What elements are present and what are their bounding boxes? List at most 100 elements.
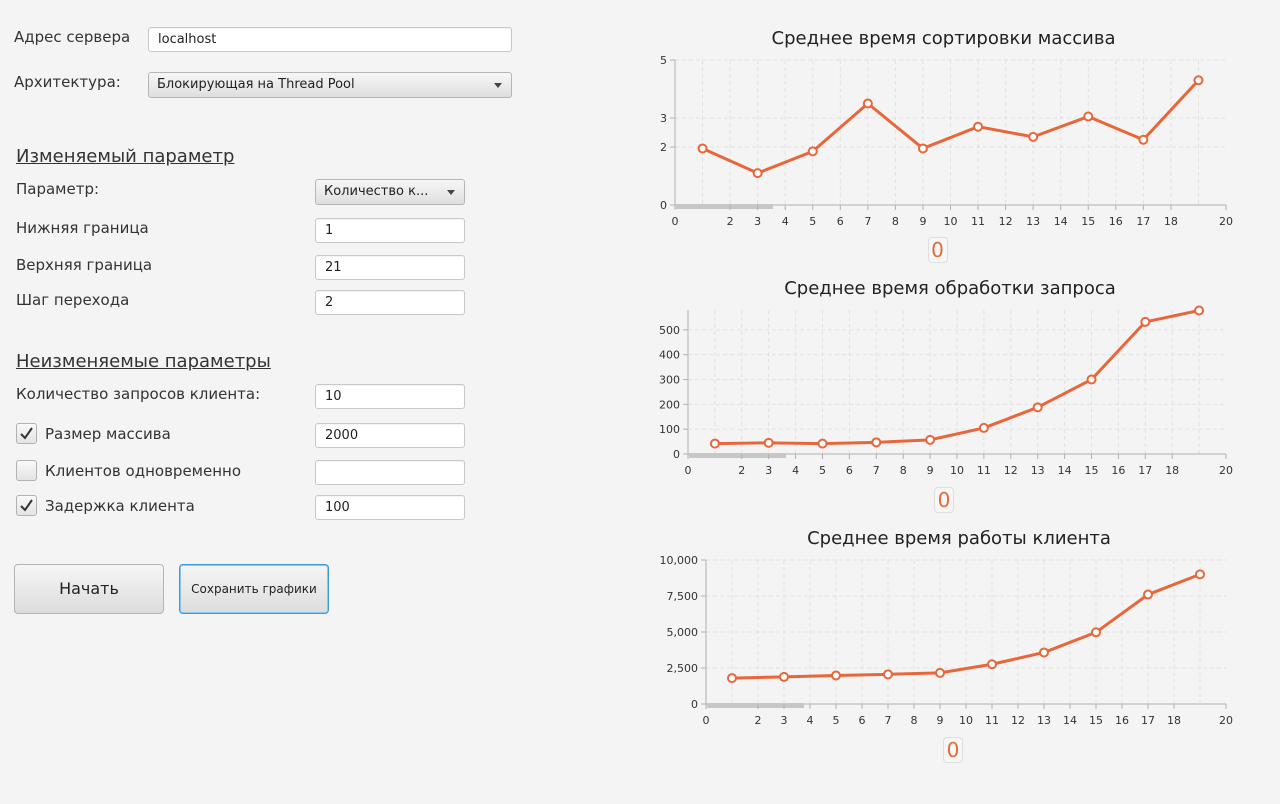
data-point [697, 143, 708, 154]
architecture-select-value: Блокирующая на Thread Pool [157, 77, 355, 92]
data-point [925, 434, 936, 445]
charts-canvas: Среднее время сортировки массива 0 2 3 4 5 6 7 8… [659, 28, 1233, 727]
axis-scroll-indicator [689, 453, 786, 458]
axis-scroll-indicator [676, 204, 773, 209]
delay-input[interactable]: 100 [315, 495, 465, 520]
y-tick-label: 2,500 [667, 662, 699, 675]
data-point [1091, 627, 1101, 638]
x-tick-label: 14 [1058, 464, 1072, 477]
x-tick-label: 6 [859, 714, 866, 727]
x-tick-label: 4 [782, 215, 789, 228]
server-label: Адрес сервера [14, 28, 131, 46]
x-tick-label: 20 [1219, 215, 1233, 228]
legend-series-badge: 0 [927, 237, 948, 263]
y-tick-label: 400 [659, 349, 680, 362]
lower-bound-input[interactable]: 1 [315, 218, 465, 243]
x-tick-label: 3 [781, 714, 788, 727]
x-tick-label: 12 [1004, 464, 1018, 477]
server-input[interactable]: localhost [148, 27, 512, 52]
x-tick-label: 4 [807, 714, 814, 727]
y-tick-label: 2 [660, 141, 667, 154]
requests-label: Количество запросов клиента: [16, 385, 261, 403]
x-tick-label: 8 [900, 464, 907, 477]
data-point [1143, 589, 1153, 600]
axis-scroll-indicator [707, 703, 804, 708]
y-tick-label: 200 [659, 398, 680, 411]
array-size-checkbox[interactable] [16, 423, 37, 444]
y-tick-label: 100 [659, 423, 680, 436]
data-point [752, 168, 763, 179]
x-tick-label: 7 [885, 714, 892, 727]
clients-checkbox[interactable] [16, 460, 37, 481]
lower-bound-label: Нижняя граница [16, 219, 149, 237]
data-point [1032, 402, 1043, 413]
y-tick-label: 300 [659, 374, 680, 387]
data-point [862, 98, 873, 109]
data-point [817, 438, 828, 449]
x-tick-label: 12 [999, 215, 1013, 228]
x-tick-label: 9 [937, 714, 944, 727]
chevron-down-icon [494, 83, 502, 88]
x-tick-label: 13 [1026, 215, 1040, 228]
x-tick-label: 2 [755, 714, 762, 727]
x-tick-label: 10 [950, 464, 964, 477]
charts-panel: Среднее время сортировки массива 0 2 3 4 5 6 7 8… [620, 0, 1270, 800]
data-point [709, 438, 720, 449]
param-label: Параметр: [16, 180, 100, 198]
clients-input[interactable] [315, 460, 465, 485]
x-tick-label: 3 [765, 464, 772, 477]
data-point [935, 667, 945, 678]
data-point [831, 670, 841, 681]
series-line [701, 79, 1200, 175]
x-tick-label: 3 [754, 215, 761, 228]
y-tick-label: 0 [660, 199, 667, 212]
x-tick-label: 0 [703, 714, 710, 727]
x-tick-label: 17 [1138, 464, 1152, 477]
x-tick-label: 8 [911, 714, 918, 727]
x-tick-label: 11 [985, 714, 999, 727]
step-label: Шаг перехода [16, 291, 130, 309]
data-point [763, 437, 774, 448]
array-size-input[interactable]: 2000 [315, 423, 465, 448]
x-tick-label: 0 [685, 464, 692, 477]
data-point [807, 146, 818, 157]
x-tick-label: 5 [819, 464, 826, 477]
y-tick-label: 5,000 [667, 626, 699, 639]
x-tick-label: 9 [919, 215, 926, 228]
x-tick-label: 2 [738, 464, 745, 477]
array-size-label: Размер массива [45, 425, 171, 443]
save-charts-button[interactable]: Сохранить графики [179, 564, 329, 614]
requests-input[interactable]: 10 [315, 384, 465, 409]
fixed-section-title: Неизменяемые параметры [16, 351, 271, 372]
architecture-select[interactable]: Блокирующая на Thread Pool [148, 72, 512, 98]
legend-series-badge: 0 [943, 737, 963, 763]
upper-bound-label: Верхняя граница [16, 256, 153, 274]
x-tick-label: 5 [833, 714, 840, 727]
x-tick-label: 18 [1167, 714, 1181, 727]
data-point [1083, 111, 1094, 122]
y-tick-label: 0 [673, 448, 680, 461]
upper-bound-input[interactable]: 21 [315, 255, 465, 280]
x-tick-label: 15 [1085, 464, 1099, 477]
x-tick-label: 6 [846, 464, 853, 477]
data-point [973, 121, 984, 132]
param-select[interactable]: Количество к... [315, 179, 465, 205]
x-tick-label: 14 [1063, 714, 1077, 727]
x-tick-label: 11 [977, 464, 991, 477]
chevron-down-icon [447, 190, 455, 195]
chart-title: Среднее время обработки запроса [784, 278, 1116, 299]
delay-label: Задержка клиента [45, 497, 195, 515]
start-button[interactable]: Начать [14, 564, 164, 614]
data-point [1086, 374, 1097, 385]
x-tick-label: 17 [1136, 215, 1150, 228]
data-point [1140, 316, 1151, 327]
y-tick-label: 5 [660, 54, 667, 67]
x-tick-label: 14 [1054, 215, 1068, 228]
delay-checkbox[interactable] [16, 495, 37, 516]
variable-section-title: Изменяемый параметр [16, 146, 235, 167]
step-input[interactable]: 2 [315, 290, 465, 315]
param-select-value: Количество к... [324, 184, 429, 199]
data-point [917, 143, 928, 154]
x-tick-label: 9 [927, 464, 934, 477]
x-tick-label: 10 [944, 215, 958, 228]
